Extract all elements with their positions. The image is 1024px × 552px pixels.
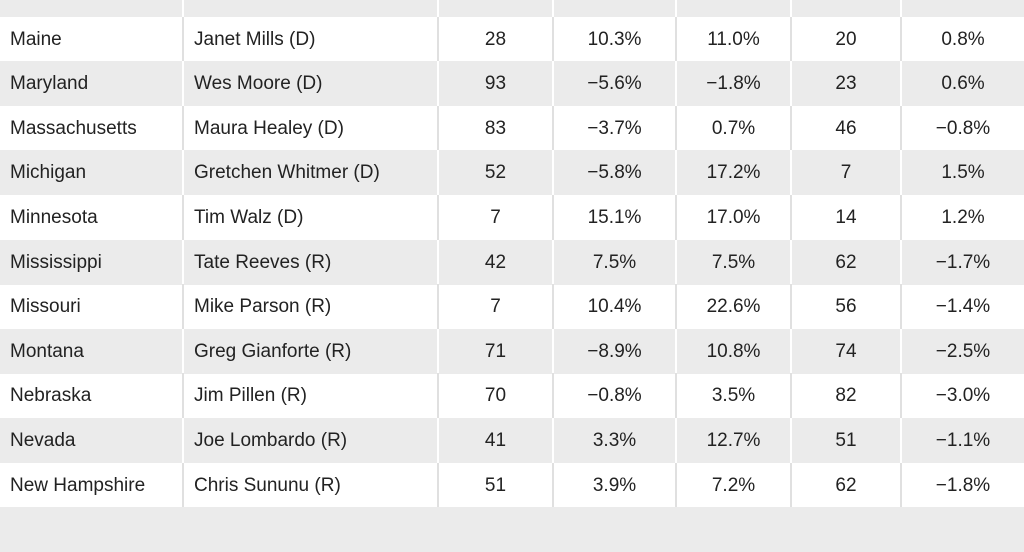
cell: −1.8% [900,462,1024,508]
cell: −1.8% [675,61,790,107]
cell: Minnesota [10,206,98,228]
table-row: Missouri Mike Parson (R) 7 10.4% 22.6% 56 −1.4… [0,284,1024,330]
table-row: Maine Janet Mills (D) 28 10.3% 11.0% 20 0.8% [0,16,1024,62]
cell: 20 [790,16,900,62]
cell [900,0,1024,17]
cell [675,0,790,17]
cell: Michigan [10,162,87,184]
cell: 51 [437,462,552,508]
cell: Mike Parson (R) [182,284,437,330]
cell: −1.4% [900,284,1024,330]
cell: 23 [790,61,900,107]
cell: 83 [437,105,552,151]
cell: Mississippi [10,251,102,273]
cell: −5.8% [552,150,675,196]
cell: 3.3% [552,417,675,463]
cell: Greg Gianforte (R) [182,328,437,374]
cell: 7 [437,284,552,330]
cell: −8.9% [552,328,675,374]
cell: −2.5% [900,328,1024,374]
cell: −0.8% [552,373,675,419]
cell: Nebraska [10,385,92,407]
cell: Jim Pillen (R) [182,373,437,419]
cell [437,0,552,17]
cell: 17.2% [675,150,790,196]
cell: Nevada [10,429,76,451]
cell: 7 [437,194,552,240]
cell: 11.0% [675,16,790,62]
table-row: Michigan Gretchen Whitmer (D) 52 −5.8% 17.2%… [0,150,1024,196]
cell: Chris Sununu (R) [182,462,437,508]
table-row: Montana Greg Gianforte (R) 71 −8.9% 10.8% 74−… [0,328,1024,374]
cell: Joe Lombardo (R) [182,417,437,463]
cell: 82 [790,373,900,419]
cell: 28 [437,16,552,62]
cell: 42 [437,239,552,285]
table-row: Mississippi Tate Reeves (R) 42 7.5% 7.5% 62 −1… [0,239,1024,285]
cell: 93 [437,61,552,107]
cell: 10.4% [552,284,675,330]
cell: −1.7% [900,239,1024,285]
cell: −0.8% [900,105,1024,151]
cell: 51 [790,417,900,463]
table-row: Nebraska Jim Pillen (R) 70 −0.8% 3.5% 82 −3.0% [0,373,1024,419]
cell: 22.6% [675,284,790,330]
cell [790,0,900,17]
cell [182,0,437,17]
table-row: Massachusetts Maura Healey (D) 83 −3.7% 0.7%… [0,105,1024,151]
cell: 0.8% [900,16,1024,62]
cell: Montana [10,340,84,362]
table-row: Minnesota Tim Walz (D) 7 15.1% 17.0% 14 1.2% [0,194,1024,240]
cell: −3.7% [552,105,675,151]
cell: 7.5% [675,239,790,285]
cell: 52 [437,150,552,196]
cell: 3.5% [675,373,790,419]
cell: 71 [437,328,552,374]
cell [552,0,675,17]
cell: 7 [790,150,900,196]
cell: 1.5% [900,150,1024,196]
cell: Massachusetts [10,117,137,139]
cell: 10.8% [675,328,790,374]
table-row: Nevada Joe Lombardo (R) 41 3.3% 12.7% 51 −1.1% [0,417,1024,463]
table-row: New Hampshire Chris Sununu (R) 51 3.9% 7.2% 6… [0,462,1024,508]
cell: 3.9% [552,462,675,508]
cell: 74 [790,328,900,374]
cell: Missouri [10,296,81,318]
cell: Maura Healey (D) [182,105,437,151]
cell: Wes Moore (D) [182,61,437,107]
partial-row [0,0,1024,17]
partial-row [0,507,1024,552]
cell: Maryland [10,73,89,95]
cell: 17.0% [675,194,790,240]
cell: New Hampshire [10,474,146,496]
cell: 56 [790,284,900,330]
cell: −1.1% [900,417,1024,463]
cell: 0.6% [900,61,1024,107]
cell: 62 [790,239,900,285]
cell: 12.7% [675,417,790,463]
cell: 15.1% [552,194,675,240]
cell: Gretchen Whitmer (D) [182,150,437,196]
cell: Maine [10,28,62,50]
cell: 70 [437,373,552,419]
cell: 0.7% [675,105,790,151]
cell: 7.5% [552,239,675,285]
cell: −5.6% [552,61,675,107]
cell: 7.2% [675,462,790,508]
cell: 46 [790,105,900,151]
cell: 41 [437,417,552,463]
cell: 1.2% [900,194,1024,240]
cell: Tate Reeves (R) [182,239,437,285]
cell: −3.0% [900,373,1024,419]
cell: Janet Mills (D) [182,16,437,62]
cell: 62 [790,462,900,508]
cell: 10.3% [552,16,675,62]
cell [0,0,182,17]
table-row: Maryland Wes Moore (D) 93 −5.6% −1.8% 23 0.6% [0,61,1024,107]
cell: Tim Walz (D) [182,194,437,240]
cell: 14 [790,194,900,240]
